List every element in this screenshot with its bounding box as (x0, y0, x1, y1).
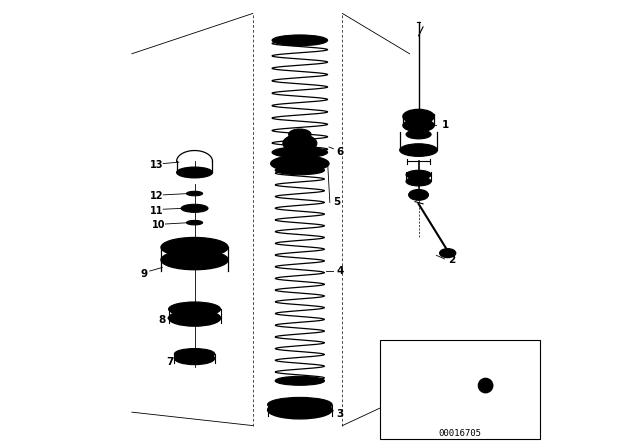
Text: 7: 7 (166, 357, 173, 367)
Text: 11: 11 (150, 206, 163, 215)
Ellipse shape (406, 177, 431, 186)
Text: 4: 4 (337, 266, 344, 276)
Circle shape (479, 379, 493, 393)
Ellipse shape (172, 254, 217, 266)
Ellipse shape (403, 109, 435, 124)
Text: 12: 12 (150, 191, 163, 201)
Ellipse shape (275, 166, 324, 175)
Bar (380, 340, 540, 439)
Ellipse shape (268, 401, 332, 419)
Ellipse shape (440, 249, 456, 258)
Ellipse shape (271, 155, 329, 172)
Ellipse shape (272, 35, 328, 46)
Ellipse shape (174, 352, 215, 365)
Ellipse shape (179, 249, 210, 258)
Text: 10: 10 (152, 220, 166, 230)
Ellipse shape (177, 167, 212, 178)
Text: 5: 5 (333, 198, 340, 207)
Text: 9: 9 (141, 269, 148, 279)
Text: 6: 6 (337, 147, 344, 157)
Ellipse shape (186, 206, 203, 211)
Ellipse shape (400, 144, 437, 156)
Text: 3: 3 (337, 409, 344, 419)
Ellipse shape (181, 204, 208, 212)
Ellipse shape (272, 147, 328, 158)
Ellipse shape (186, 191, 203, 196)
Ellipse shape (174, 349, 215, 359)
Ellipse shape (406, 170, 431, 179)
Ellipse shape (161, 237, 228, 257)
Ellipse shape (289, 129, 311, 140)
Ellipse shape (177, 313, 212, 323)
Text: 00016705: 00016705 (438, 429, 481, 438)
Ellipse shape (283, 134, 317, 152)
Ellipse shape (186, 220, 203, 225)
Ellipse shape (403, 119, 435, 132)
Ellipse shape (278, 158, 323, 169)
Ellipse shape (168, 302, 221, 316)
Ellipse shape (161, 250, 228, 270)
Ellipse shape (406, 130, 431, 139)
Text: 2: 2 (449, 255, 456, 265)
Text: 1: 1 (442, 121, 449, 130)
Ellipse shape (409, 190, 428, 200)
Text: 8: 8 (159, 315, 166, 325)
Ellipse shape (168, 310, 221, 326)
Ellipse shape (275, 376, 324, 385)
Text: 13: 13 (150, 160, 163, 170)
Ellipse shape (268, 397, 332, 412)
